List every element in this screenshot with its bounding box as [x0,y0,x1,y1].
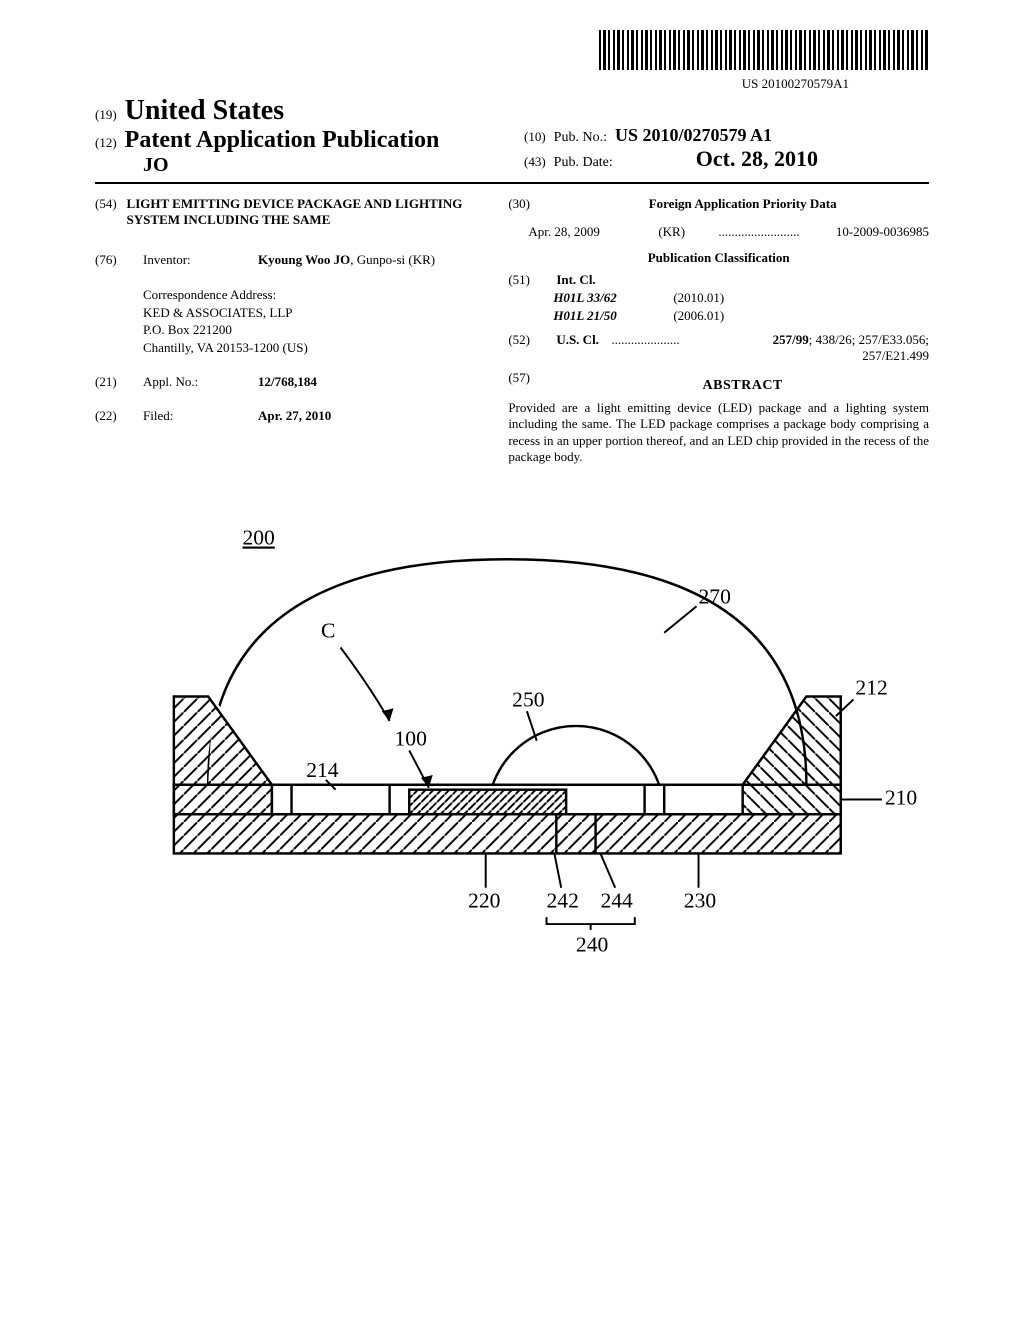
patent-title: LIGHT EMITTING DEVICE PACKAGE AND LIGHTI… [127,196,484,228]
correspondence-city: Chantilly, VA 20153-1200 (US) [143,339,483,357]
correspondence-address: Correspondence Address: KED & ASSOCIATES… [143,286,483,356]
barcode-section: US 20100270579A1 [95,30,929,92]
fig-left-wall [174,697,272,785]
fig-label-250: 250 [512,687,544,711]
fig-label-212: 212 [855,676,887,700]
country-code: (19) [95,107,117,123]
int-cl-2-year: (2006.01) [673,308,773,324]
filed-label: Filed: [143,408,258,424]
fig-base [174,814,841,853]
foreign-country: (KR) [658,224,718,240]
fig-label-210: 210 [885,785,917,809]
title-code: (54) [95,196,127,228]
header-divider [95,182,929,184]
abstract-text: Provided are a light emitting device (LE… [508,400,929,465]
int-cl-code: (51) [508,272,556,288]
fig-label-100: 100 [395,727,427,751]
filed-code: (22) [95,408,143,424]
us-cl-label: U.S. Cl. [556,332,611,348]
fig-label-c: C [321,619,335,643]
fig-label-220: 220 [468,888,500,912]
foreign-date: Apr. 28, 2009 [528,224,658,240]
filed-date: Apr. 27, 2010 [258,408,483,424]
country-name: United States [125,95,284,127]
fig-label-230: 230 [684,888,716,912]
pub-date-value: Oct. 28, 2010 [696,146,818,172]
pub-no-value: US 2010/0270579 A1 [615,125,772,146]
author-surname: JO [143,154,512,177]
pub-no-label: Pub. No.: [554,130,607,146]
inventor-location: , Gunpo-si (KR) [350,252,435,267]
us-cl-value-1: 257/99 [773,332,809,347]
fig-label-214: 214 [306,758,339,782]
classification-title: Publication Classification [508,250,929,266]
foreign-number: 10-2009-0036985 [836,224,929,240]
appl-no-label: Appl. No.: [143,374,258,390]
pub-no-code: (10) [524,129,546,145]
foreign-title: Foreign Application Priority Data [556,196,929,212]
patent-figure: 200 [95,520,929,976]
appl-no-value: 12/768,184 [258,374,483,390]
foreign-code: (30) [508,196,556,218]
int-cl-1-year: (2010.01) [673,290,773,306]
fig-ref-200: 200 [242,526,274,550]
int-cl-2: H01L 21/50 [553,308,673,324]
correspondence-pobox: P.O. Box 221200 [143,321,483,339]
foreign-dots: ......................... [718,224,836,240]
pub-date-label: Pub. Date: [554,155,613,171]
inventor-code: (76) [95,252,143,268]
fig-label-270: 270 [699,584,731,608]
fig-right-wall [743,697,841,785]
barcode-number: US 20100270579A1 [95,76,849,92]
document-header: (19) United States (12) Patent Applicati… [95,95,929,177]
pub-type: Patent Application Publication [125,127,440,154]
pub-type-code: (12) [95,135,117,151]
us-cl-code: (52) [508,332,556,348]
bibliographic-data: (54) LIGHT EMITTING DEVICE PACKAGE AND L… [95,196,929,465]
fig-label-242: 242 [547,888,579,912]
abstract-heading: ABSTRACT [556,378,929,394]
int-cl-1: H01L 33/62 [553,290,673,306]
appl-no-code: (21) [95,374,143,390]
fig-label-240: 240 [576,933,608,957]
correspondence-name: KED & ASSOCIATES, LLP [143,304,483,322]
us-cl-value-2: ; 438/26; 257/E33.056; [809,332,929,347]
inventor-label: Inventor: [143,252,258,268]
barcode-graphic [599,30,929,70]
abstract-code: (57) [508,370,556,400]
correspondence-label: Correspondence Address: [143,286,483,304]
us-cl-dots: ..................... [611,332,772,348]
us-cl-value-3: 257/E21.499 [508,348,929,364]
pub-date-code: (43) [524,154,546,170]
int-cl-label: Int. Cl. [556,272,595,288]
inventor-name: Kyoung Woo JO [258,252,350,267]
fig-label-244: 244 [600,888,633,912]
figure-svg: 200 [115,520,929,971]
